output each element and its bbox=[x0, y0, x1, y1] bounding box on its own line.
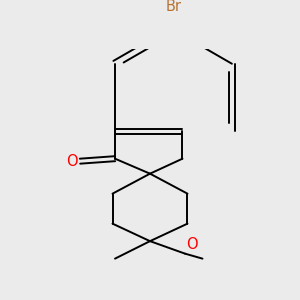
Text: Br: Br bbox=[165, 0, 182, 14]
Text: O: O bbox=[66, 154, 78, 169]
Text: O: O bbox=[186, 237, 198, 252]
